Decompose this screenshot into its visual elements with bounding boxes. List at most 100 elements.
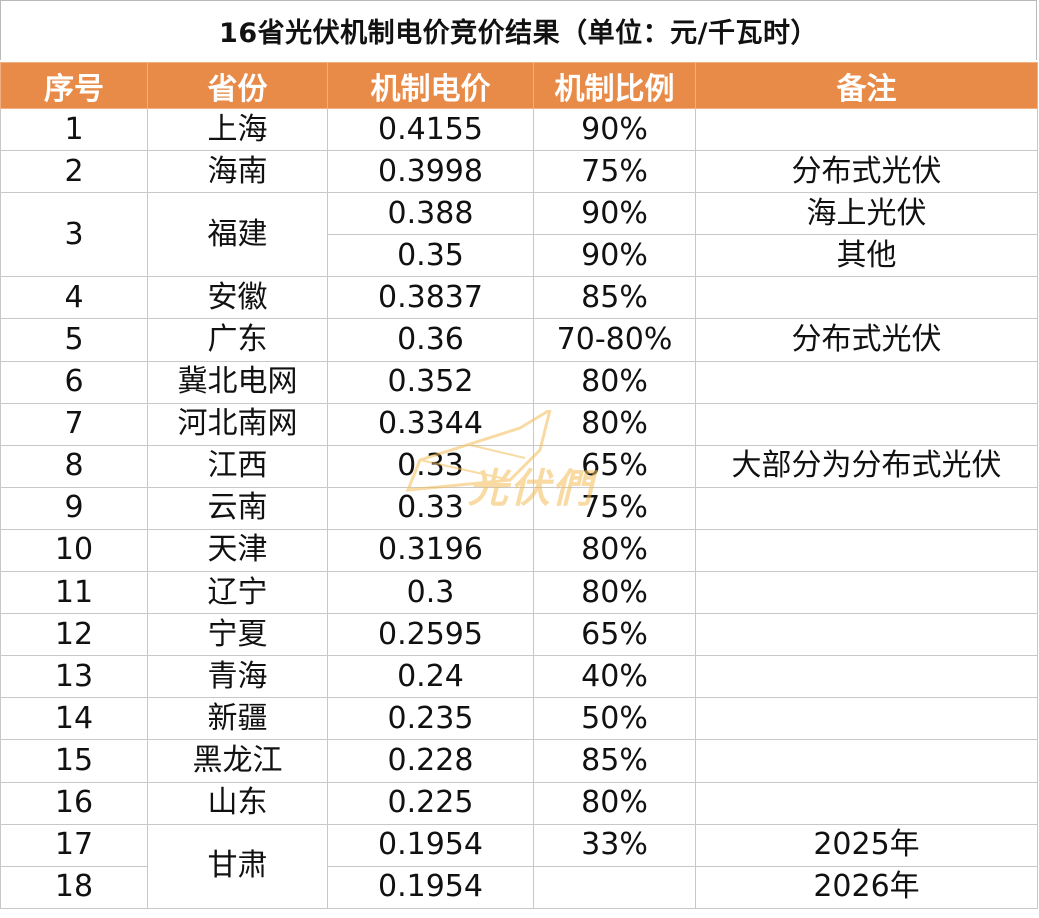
cell-price: 0.33 xyxy=(327,444,534,488)
cell-price: 0.35 xyxy=(327,234,534,278)
cell-ratio: 90% xyxy=(533,192,696,236)
cell-note: 分布式光伏 xyxy=(695,318,1038,362)
cell-ratio: 40% xyxy=(533,655,696,699)
cell-note: 分布式光伏 xyxy=(695,150,1038,194)
cell-province: 宁夏 xyxy=(147,613,328,657)
cell-ratio: 80% xyxy=(533,528,696,573)
table-row: 13 青海 0.24 40% xyxy=(0,655,1038,699)
cell-index: 13 xyxy=(0,655,148,699)
header-row: 序号 省份 机制电价 机制比例 备注 xyxy=(0,62,1038,109)
cell-note: 其他 xyxy=(695,234,1038,278)
table-row: 11 辽宁 0.3 80% xyxy=(0,571,1038,615)
table-row: 10 天津 0.3196 80% xyxy=(0,528,1038,573)
cell-price: 0.24 xyxy=(327,655,534,699)
cell-ratio: 75% xyxy=(533,486,696,530)
cell-ratio: 90% xyxy=(533,234,696,278)
table-row: 1 上海 0.4155 90% xyxy=(0,107,1038,152)
cell-ratio: 90% xyxy=(533,107,696,152)
cell-note xyxy=(695,655,1038,699)
cell-index: 10 xyxy=(0,528,148,573)
cell-index: 11 xyxy=(0,571,148,615)
cell-ratio: 85% xyxy=(533,739,696,783)
cell-price: 0.235 xyxy=(327,697,534,741)
cell-note: 2026年 xyxy=(695,865,1038,909)
cell-index: 7 xyxy=(0,402,148,446)
cell-index: 16 xyxy=(0,781,148,825)
cell-index: 3 xyxy=(0,192,148,278)
table-row: 14 新疆 0.235 50% xyxy=(0,697,1038,741)
cell-ratio: 80% xyxy=(533,571,696,615)
header-province: 省份 xyxy=(147,62,328,109)
cell-ratio: 75% xyxy=(533,150,696,194)
table-row: 15 黑龙江 0.228 85% xyxy=(0,739,1038,783)
cell-province: 甘肃 xyxy=(147,823,328,909)
cell-note xyxy=(695,613,1038,657)
cell-price: 0.3837 xyxy=(327,276,534,320)
cell-ratio: 70-80% xyxy=(533,318,696,362)
cell-province: 安徽 xyxy=(147,276,328,320)
cell-note xyxy=(695,402,1038,446)
cell-province: 新疆 xyxy=(147,697,328,741)
cell-index: 8 xyxy=(0,444,148,488)
cell-price: 0.36 xyxy=(327,318,534,362)
cell-province: 青海 xyxy=(147,655,328,699)
cell-price: 0.1954 xyxy=(327,865,534,909)
cell-ratio: 80% xyxy=(533,402,696,446)
table-row: 8 江西 0.33 65% 大部分为分布式光伏 xyxy=(0,444,1038,488)
cell-price: 0.228 xyxy=(327,739,534,783)
table-row: 9 云南 0.33 75% xyxy=(0,486,1038,530)
cell-index: 12 xyxy=(0,613,148,657)
cell-ratio: 50% xyxy=(533,697,696,741)
cell-province: 海南 xyxy=(147,150,328,194)
cell-price: 0.3196 xyxy=(327,528,534,573)
cell-index: 1 xyxy=(0,107,148,152)
cell-price: 0.3998 xyxy=(327,150,534,194)
cell-note: 2025年 xyxy=(695,823,1038,867)
table-row: 4 安徽 0.3837 85% xyxy=(0,276,1038,320)
cell-price: 0.352 xyxy=(327,360,534,404)
table-row: 18 0.1954 2026年 xyxy=(0,865,1038,909)
cell-note: 大部分为分布式光伏 xyxy=(695,444,1038,488)
cell-province: 江西 xyxy=(147,444,328,488)
cell-price: 0.33 xyxy=(327,486,534,530)
cell-province: 上海 xyxy=(147,107,328,152)
table-row: 17 甘肃 0.1954 33% 2025年 xyxy=(0,823,1038,909)
cell-index: 9 xyxy=(0,486,148,530)
table-title: 16省光伏机制电价竞价结果（单位：元/千瓦时） xyxy=(0,0,1037,60)
cell-price: 0.2595 xyxy=(327,613,534,657)
table-row: 5 广东 0.36 70-80% 分布式光伏 xyxy=(0,318,1038,362)
cell-note xyxy=(695,107,1038,152)
cell-index: 17 xyxy=(0,823,148,867)
cell-index: 14 xyxy=(0,697,148,741)
table-row: 3 福建 0.388 90% 海上光伏 xyxy=(0,192,1038,278)
cell-note xyxy=(695,360,1038,404)
cell-province: 河北南网 xyxy=(147,402,328,446)
cell-ratio: 65% xyxy=(533,444,696,488)
cell-ratio xyxy=(533,865,696,909)
table-row: 12 宁夏 0.2595 65% xyxy=(0,613,1038,657)
cell-ratio: 85% xyxy=(533,276,696,320)
cell-index: 2 xyxy=(0,150,148,194)
cell-note xyxy=(695,486,1038,530)
cell-price: 0.1954 xyxy=(327,823,534,867)
cell-province: 山东 xyxy=(147,781,328,825)
cell-note xyxy=(695,781,1038,825)
cell-ratio: 33% xyxy=(533,823,696,867)
cell-province: 冀北电网 xyxy=(147,360,328,404)
cell-province: 广东 xyxy=(147,318,328,362)
cell-province: 黑龙江 xyxy=(147,739,328,783)
table-row: 16 山东 0.225 80% xyxy=(0,781,1038,825)
table-row: 6 冀北电网 0.352 80% xyxy=(0,360,1038,404)
cell-province: 云南 xyxy=(147,486,328,530)
cell-note xyxy=(695,739,1038,783)
cell-note xyxy=(695,528,1038,573)
cell-province: 福建 xyxy=(147,192,328,278)
cell-index: 5 xyxy=(0,318,148,362)
header-note: 备注 xyxy=(695,62,1038,109)
table-row: 0.35 90% 其他 xyxy=(1,234,1038,278)
header-price: 机制电价 xyxy=(327,62,534,109)
price-table: 序号 省份 机制电价 机制比例 备注 1 上海 0.4155 90% 2 海南 … xyxy=(0,62,1038,909)
cell-index: 4 xyxy=(0,276,148,320)
cell-note xyxy=(695,571,1038,615)
cell-index: 15 xyxy=(0,739,148,783)
